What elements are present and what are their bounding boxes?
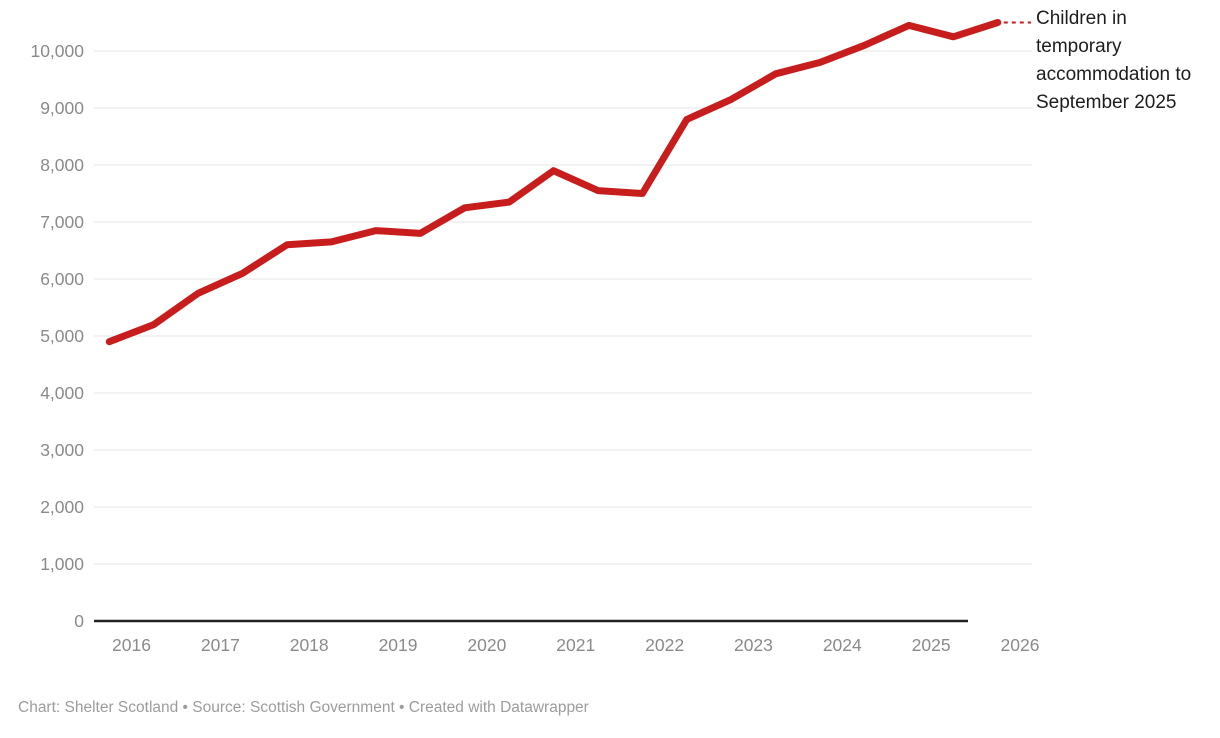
x-tick-label: 2019 (379, 635, 418, 655)
y-tick-label: 5,000 (40, 326, 84, 346)
y-tick-label: 1,000 (40, 554, 84, 574)
y-tick-label: 9,000 (40, 98, 84, 118)
y-tick-label: 0 (74, 611, 84, 631)
y-tick-label: 6,000 (40, 269, 84, 289)
attribution-footer: Chart: Shelter Scotland • Source: Scotti… (18, 699, 589, 716)
x-tick-label: 2023 (734, 635, 773, 655)
x-tick-label: 2026 (1001, 635, 1040, 655)
x-tick-label: 2024 (823, 635, 862, 655)
x-tick-label: 2020 (467, 635, 506, 655)
x-tick-label: 2018 (290, 635, 329, 655)
x-tick-label: 2022 (645, 635, 684, 655)
line-chart-svg: 0 1,000 2,000 3,000 4,000 5,000 6,000 7,000 8,00… (30, 19, 1040, 655)
y-tick-label: 10,000 (30, 41, 84, 61)
x-tick-label: 2021 (556, 635, 595, 655)
series-annotation-label: Children in temporary accommodation to S… (1036, 8, 1192, 113)
y-tick-label: 8,000 (40, 155, 84, 175)
y-tick-label: 4,000 (40, 383, 84, 403)
y-tick-label: 7,000 (40, 212, 84, 232)
data-line (105, 19, 1002, 346)
y-tick-label: 3,000 (40, 440, 84, 460)
y-tick-label: 2,000 (40, 497, 84, 517)
x-tick-label: 2025 (912, 635, 951, 655)
x-tick-label: 2016 (112, 635, 151, 655)
x-tick-label: 2017 (201, 635, 240, 655)
